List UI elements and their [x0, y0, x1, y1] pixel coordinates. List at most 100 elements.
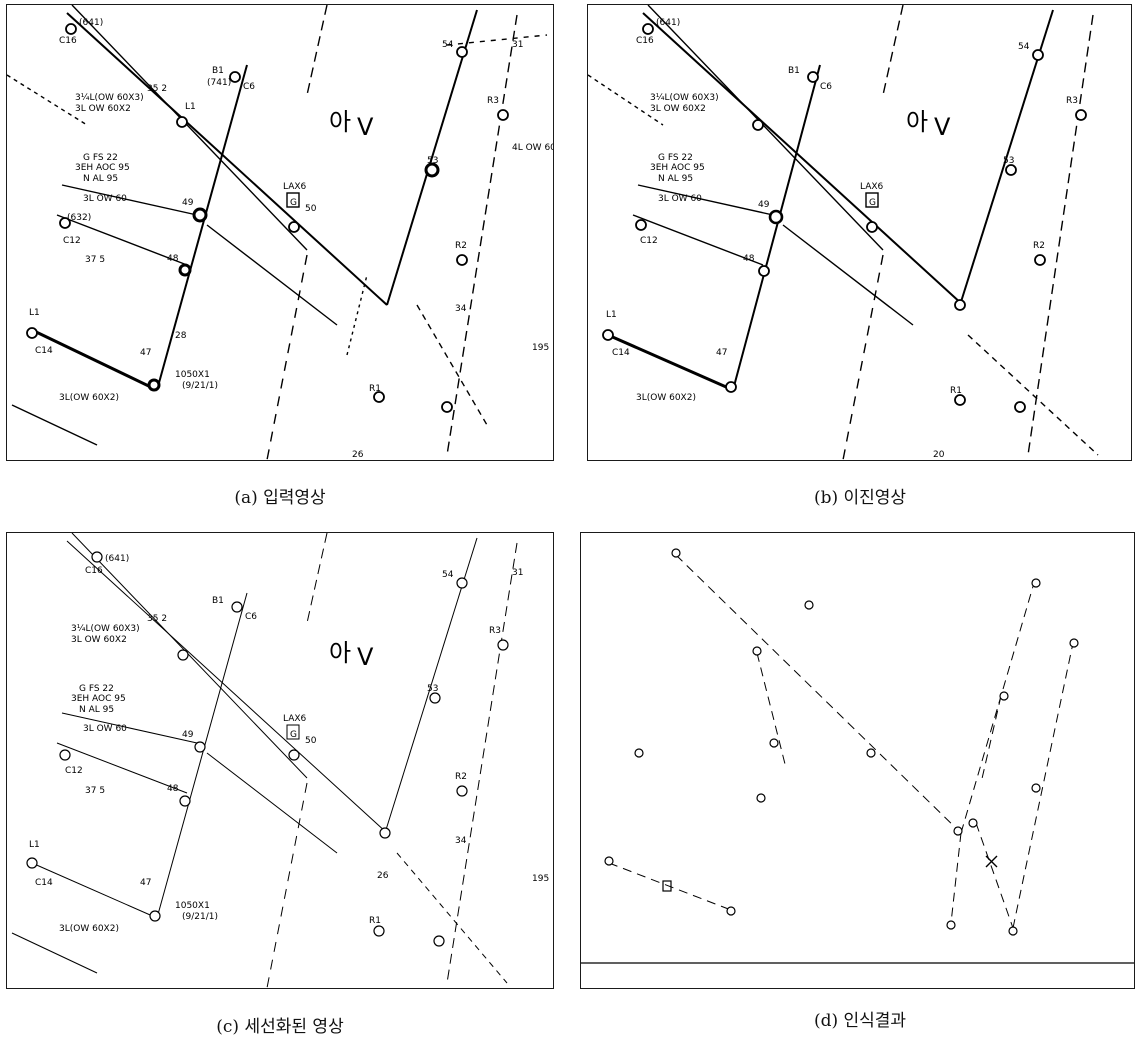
map-label: V: [357, 643, 374, 671]
map-label: L1: [185, 102, 196, 112]
binary-map-drawing: (641) C16 B1 C6 3¼L(OW 60X3) 3L OW 60X2 …: [588, 5, 1099, 460]
road-line: [71, 5, 308, 251]
pole-marker: [176, 116, 188, 128]
map-label: (641): [79, 18, 103, 28]
main-line: [156, 64, 248, 391]
map-label: 47: [140, 878, 151, 888]
pole-marker: [1014, 401, 1026, 413]
pole-marker: [441, 401, 453, 413]
pole-marker: [194, 741, 206, 753]
map-label: 35 2: [147, 614, 167, 624]
recognized-line: [980, 695, 1002, 784]
map-label: 3L OW 60: [83, 724, 127, 734]
box-marker: [286, 192, 300, 208]
pole-marker: [752, 119, 764, 131]
map-label: 1050X1: [175, 901, 210, 911]
caption-recognition-result: (d) 인식결과: [813, 1011, 907, 1031]
map-label: R1: [369, 384, 381, 394]
recognition-result-drawing: [581, 548, 1134, 964]
map-label: 3L OW 60X2: [71, 635, 127, 645]
recognized-line: [975, 822, 1014, 929]
dashed-line: [396, 852, 508, 984]
map-label: R3: [487, 96, 499, 106]
road-line: [61, 184, 198, 216]
map-label: 53: [427, 684, 438, 694]
road-line: [61, 712, 198, 744]
map-label: G: [869, 198, 876, 208]
pole-marker: [429, 692, 441, 704]
thinned-image-panel: (641) C16 B1 C6 3¼L(OW 60X3) 3L OW 60X2 …: [6, 532, 554, 989]
recognized-line: [950, 832, 962, 924]
box-marker: [286, 724, 300, 740]
pole-marker: [1034, 254, 1046, 266]
map-label: R2: [1033, 241, 1045, 251]
main-line: [642, 12, 964, 306]
main-line: [386, 9, 478, 306]
pole-marker: [229, 71, 241, 83]
map-label: (9/21/1): [182, 912, 218, 922]
pole-marker: [768, 209, 784, 225]
pole-marker: [288, 749, 300, 761]
map-label: G FS 22: [658, 153, 693, 163]
dashed-line: [446, 14, 518, 456]
map-label: 1050X1: [175, 370, 210, 380]
box-marker: [865, 192, 879, 208]
road-line: [632, 214, 764, 266]
dashed-line: [446, 542, 518, 984]
map-label: N AL 95: [79, 705, 114, 715]
map-label: C14: [612, 348, 630, 358]
pole-marker: [758, 265, 770, 277]
road-line: [206, 752, 338, 854]
map-label: R2: [455, 241, 467, 251]
map-label: 53: [1003, 156, 1014, 166]
pole-marker: [192, 207, 208, 223]
recognized-pole: [953, 826, 963, 836]
pole-marker: [497, 639, 509, 651]
map-label: 34: [455, 304, 467, 314]
pole-marker: [497, 109, 509, 121]
recognition-result-panel: [580, 532, 1135, 989]
map-label: (632): [67, 213, 91, 223]
pole-marker: [602, 329, 614, 341]
dashed-line: [306, 533, 328, 624]
map-label: 3¼L(OW 60X3): [71, 624, 140, 634]
map-label: C12: [640, 236, 658, 246]
pole-marker: [91, 551, 103, 563]
map-label: 47: [140, 348, 151, 358]
pole-marker: [456, 46, 468, 58]
map-label: R1: [369, 916, 381, 926]
map-label: 3EH AOC 95: [71, 694, 126, 704]
map-label: B1: [788, 66, 800, 76]
map-label: N AL 95: [83, 174, 118, 184]
pole-marker: [59, 749, 71, 761]
map-label: 54: [442, 570, 454, 580]
map-label: LAX6: [283, 182, 307, 192]
pole-marker: [373, 391, 385, 403]
map-label: C16: [85, 566, 103, 576]
main-line: [156, 592, 248, 919]
pole-marker: [149, 910, 161, 922]
pole-marker: [1005, 164, 1017, 176]
map-label: G FS 22: [83, 153, 118, 163]
map-label: 26: [352, 450, 364, 460]
map-label: 49: [182, 198, 194, 208]
pole-marker: [635, 219, 647, 231]
pole-marker: [26, 327, 38, 339]
map-label: L1: [606, 310, 617, 320]
pole-marker: [147, 378, 161, 392]
binary-image-panel: (641) C16 B1 C6 3¼L(OW 60X3) 3L OW 60X2 …: [587, 4, 1132, 461]
road-line: [56, 742, 188, 794]
map-label: 3L(OW 60X2): [59, 393, 119, 403]
pole-marker: [177, 649, 189, 661]
map-label: G: [290, 198, 297, 208]
pole-marker: [178, 263, 192, 277]
map-label: 아: [329, 108, 351, 136]
recognized-pole: [946, 920, 956, 930]
recognized-pole: [1008, 926, 1018, 936]
map-label: (641): [656, 18, 680, 28]
recognized-x-mark: [985, 855, 998, 868]
pole-marker: [26, 857, 38, 869]
dashed-line: [446, 34, 548, 46]
map-label: 3¼L(OW 60X3): [650, 93, 719, 103]
map-label: 53: [427, 156, 438, 166]
